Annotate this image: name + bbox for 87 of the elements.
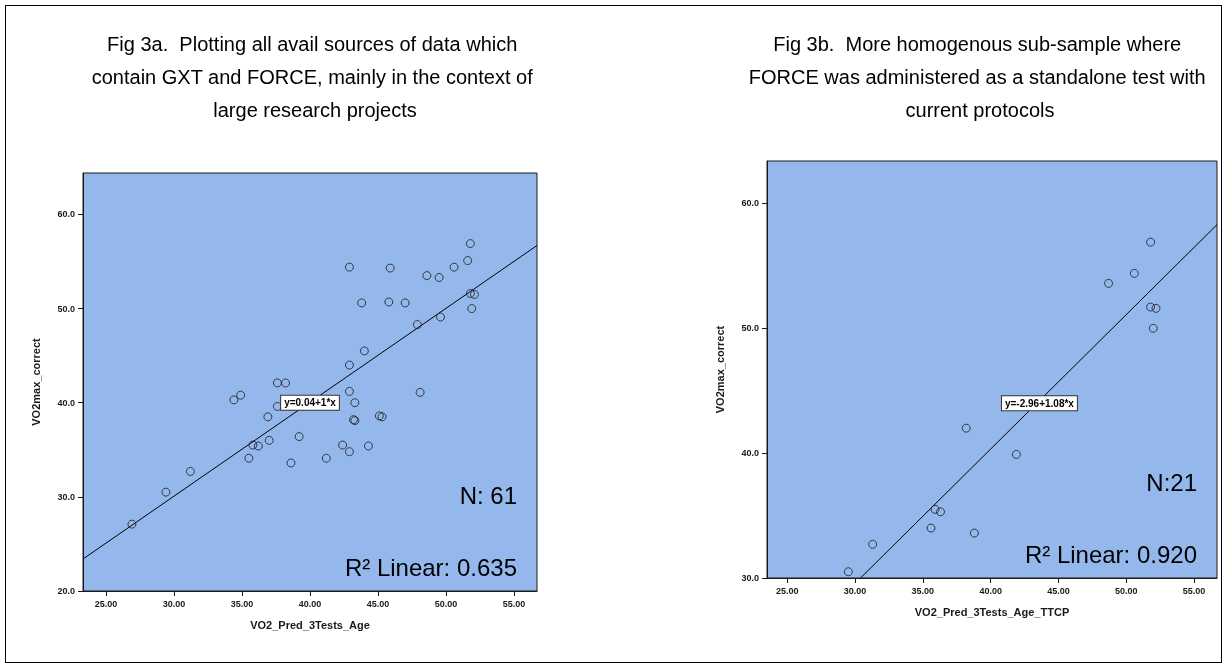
point xyxy=(236,390,246,400)
x-tick-label: 55.00 xyxy=(502,598,526,609)
point xyxy=(294,432,304,442)
point xyxy=(1129,268,1139,278)
point xyxy=(357,298,367,308)
x-tick-label: 25.00 xyxy=(94,598,118,609)
x-tick-label: 50.00 xyxy=(1114,585,1138,596)
point xyxy=(248,440,258,450)
x-axis-title: VO2_Pred_3Tests_Age_TTCP xyxy=(914,605,1070,618)
point xyxy=(350,398,360,408)
annotation: R² Linear: 0.635 xyxy=(344,553,517,581)
point xyxy=(281,378,291,388)
point xyxy=(463,256,473,266)
x-tick-label: 50.00 xyxy=(434,598,458,609)
point xyxy=(127,519,137,529)
point xyxy=(400,298,410,308)
x-tick-label: 40.00 xyxy=(979,585,1002,596)
point xyxy=(263,412,273,422)
x-tick-label: 40.00 xyxy=(298,598,322,609)
x-tick-label: 55.00 xyxy=(1182,585,1206,596)
point xyxy=(969,528,979,538)
point xyxy=(359,346,369,356)
y-tick-label: 60.0 xyxy=(57,209,75,220)
point xyxy=(1151,303,1161,313)
point xyxy=(843,567,853,577)
point xyxy=(412,320,422,330)
point xyxy=(434,273,444,282)
y-tick-label: 50.0 xyxy=(741,323,759,334)
x-tick-label: 30.00 xyxy=(162,598,186,609)
point xyxy=(253,441,263,451)
point xyxy=(422,271,432,281)
chart-title: Fig 3a. Plotting all avail sources of data which contain GXT and FORCE, mainly in the context of large research projects xyxy=(91,32,539,121)
point xyxy=(465,289,475,298)
point xyxy=(868,539,878,549)
point xyxy=(264,435,274,445)
y-axis-title: VO2max_correct xyxy=(29,337,42,426)
y-tick-label: 40.0 xyxy=(57,397,75,408)
point xyxy=(465,239,475,249)
point xyxy=(286,458,296,468)
y-axis-title: VO2max_correct xyxy=(713,325,726,414)
point xyxy=(449,262,459,272)
point xyxy=(161,487,171,497)
point xyxy=(415,387,425,397)
y-tick-label: 30.0 xyxy=(57,491,75,502)
point xyxy=(244,453,254,463)
point xyxy=(930,504,940,514)
point xyxy=(926,523,936,533)
point xyxy=(1146,237,1156,247)
point xyxy=(385,263,395,273)
point xyxy=(229,395,239,405)
x-tick-label: 30.00 xyxy=(843,585,867,596)
annotation: y=0.04+1*x xyxy=(284,397,337,409)
x-tick-label: 35.00 xyxy=(911,585,935,596)
point xyxy=(363,441,373,451)
point xyxy=(321,453,331,463)
point xyxy=(384,297,394,307)
point xyxy=(344,386,354,396)
point xyxy=(344,262,354,272)
x-tick-label: 45.00 xyxy=(1047,585,1070,596)
point xyxy=(1148,323,1158,333)
chart-title: Fig 3b. More homogenous sub-sample where FORCE was administered as a standalone test with current protocols xyxy=(748,32,1212,121)
x-axis-title: VO2_Pred_3Tests_Age xyxy=(250,618,370,631)
y-tick-label: 20.0 xyxy=(57,586,75,596)
x-tick-label: 25.00 xyxy=(776,585,799,596)
x-tick-label: 35.00 xyxy=(230,598,254,609)
x-tick-label: 45.00 xyxy=(366,598,390,609)
point xyxy=(467,304,477,314)
annotation: N: 61 xyxy=(459,481,517,509)
annotation: N:21 xyxy=(1146,468,1197,496)
y-tick-label: 30.0 xyxy=(741,573,759,583)
point xyxy=(1146,302,1156,312)
point xyxy=(1104,278,1114,288)
point xyxy=(961,423,971,433)
y-tick-label: 60.0 xyxy=(741,198,759,209)
point xyxy=(185,466,195,476)
point xyxy=(344,360,354,370)
y-tick-label: 50.0 xyxy=(57,303,75,314)
y-tick-label: 40.0 xyxy=(741,448,759,459)
annotation: R² Linear: 0.920 xyxy=(1024,540,1197,568)
point xyxy=(936,507,945,517)
point xyxy=(469,289,479,299)
point xyxy=(344,447,354,457)
point xyxy=(436,312,445,322)
point xyxy=(338,440,348,450)
point xyxy=(1011,449,1021,459)
annotation: y=-2.96+1.08*x xyxy=(1004,397,1075,409)
point xyxy=(272,378,282,388)
